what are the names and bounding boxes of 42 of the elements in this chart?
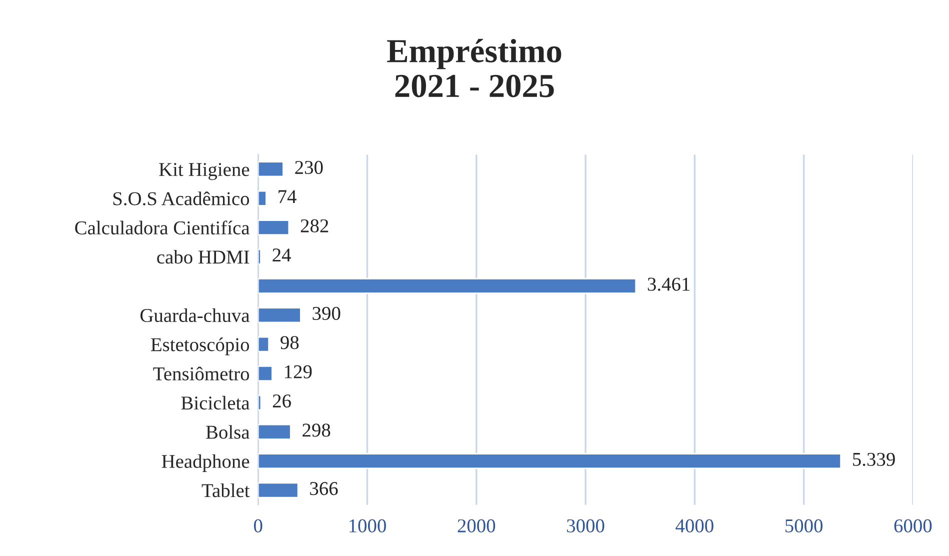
x-tick-label: 5000 bbox=[785, 519, 823, 532]
bar bbox=[258, 278, 637, 294]
data-label: 230 bbox=[295, 160, 323, 174]
bar bbox=[258, 307, 302, 324]
y-tick-label: Headphone bbox=[162, 454, 250, 472]
y-tick-label: Guarda-chuva bbox=[140, 308, 250, 322]
y-tick-label: Tablet bbox=[202, 484, 250, 498]
bar bbox=[258, 220, 290, 236]
y-tick-label: Bolsa bbox=[206, 425, 250, 439]
y-tick-label: S.O.S Acadêmico bbox=[113, 192, 250, 206]
data-label: 366 bbox=[310, 482, 338, 496]
data-label: 26 bbox=[272, 394, 291, 408]
x-tick-label: 2000 bbox=[458, 519, 496, 532]
y-tick-label: Kit Higiene bbox=[159, 163, 250, 180]
bar bbox=[258, 161, 284, 178]
data-label: 24 bbox=[272, 248, 291, 262]
bar bbox=[258, 248, 262, 265]
bar bbox=[258, 424, 292, 440]
bar bbox=[258, 336, 270, 352]
x-tick-label: 0 bbox=[254, 519, 262, 532]
bar bbox=[258, 366, 273, 382]
x-tick-label: 3000 bbox=[567, 519, 604, 532]
data-label: 5.339 bbox=[853, 452, 895, 466]
data-label: 298 bbox=[302, 424, 330, 437]
chart-title: Empréstimo 2021 - 2025 bbox=[387, 38, 562, 98]
y-tick-label: Bicicleta bbox=[181, 396, 250, 410]
data-label: 74 bbox=[278, 190, 296, 204]
y-tick-label: Estetoscópio bbox=[150, 338, 250, 356]
bar bbox=[258, 482, 299, 498]
data-label: 3.461 bbox=[648, 278, 690, 291]
y-tick-label: cabo HDMI bbox=[157, 250, 250, 264]
data-label: 282 bbox=[300, 219, 328, 232]
y-tick-label: Tensiômetro bbox=[153, 366, 250, 380]
bar bbox=[258, 190, 267, 206]
y-tick-label: Calculadora Cientifíca bbox=[75, 220, 250, 234]
x-tick-label: 1000 bbox=[350, 519, 386, 532]
data-label: 98 bbox=[280, 336, 299, 350]
x-tick-label: 4000 bbox=[676, 519, 714, 532]
bar bbox=[258, 453, 842, 470]
data-label: 129 bbox=[285, 365, 312, 378]
data-label: 390 bbox=[312, 306, 340, 320]
x-tick-label: 6000 bbox=[894, 519, 932, 532]
